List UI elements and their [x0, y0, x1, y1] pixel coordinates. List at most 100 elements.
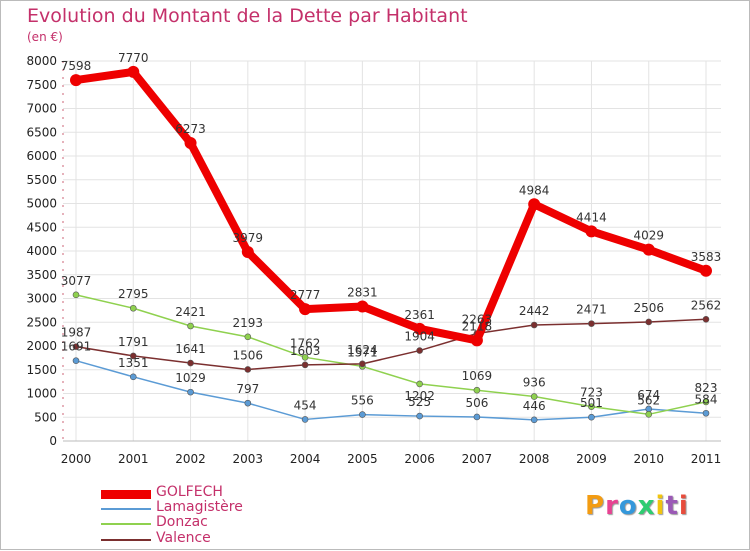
- y-tick-label: 7000: [26, 102, 57, 116]
- data-point: [129, 304, 137, 312]
- data-label: 1641: [175, 342, 206, 356]
- data-label: 4414: [576, 210, 607, 224]
- x-tick-label: 2002: [175, 452, 206, 466]
- x-tick-label: 2009: [576, 452, 607, 466]
- data-label: 2562: [691, 298, 722, 312]
- y-tick-label: 5000: [26, 197, 57, 211]
- data-label: 674: [637, 388, 660, 402]
- data-label: 3583: [691, 250, 722, 264]
- data-point: [528, 198, 541, 211]
- x-tick-label: 2001: [118, 452, 149, 466]
- data-label: 1624: [347, 343, 378, 357]
- y-tick-label: 4500: [26, 220, 57, 234]
- x-tick-label: 2004: [290, 452, 321, 466]
- data-label: 797: [236, 382, 259, 396]
- y-tick-label: 3000: [26, 292, 57, 306]
- data-label: 501: [580, 396, 603, 410]
- x-tick-label: 2003: [233, 452, 264, 466]
- data-label: 1791: [118, 335, 149, 349]
- x-tick-label: 2010: [633, 452, 664, 466]
- y-tick-label: 7500: [26, 78, 57, 92]
- data-label: 2471: [576, 303, 607, 317]
- data-label: 584: [695, 392, 718, 406]
- data-point: [359, 411, 366, 418]
- data-point: [416, 347, 423, 354]
- x-tick-label: 2006: [404, 452, 435, 466]
- data-point: [588, 403, 595, 410]
- chart-subtitle: (en €): [27, 30, 63, 44]
- data-label: 2442: [519, 304, 550, 318]
- data-label: 1571: [347, 345, 378, 359]
- legend-label: Lamagistère: [156, 499, 243, 515]
- data-label: 2193: [233, 316, 264, 330]
- data-label: 454: [294, 398, 317, 412]
- data-label: 1202: [404, 389, 435, 403]
- data-point: [470, 334, 483, 347]
- data-point: [645, 318, 653, 326]
- data-label: 446: [523, 399, 546, 413]
- data-point: [356, 300, 369, 313]
- legend-swatch: [101, 508, 151, 510]
- data-point: [72, 343, 80, 350]
- data-label: 3979: [233, 231, 264, 245]
- data-label: 2421: [175, 305, 206, 319]
- y-tick-label: 8000: [26, 54, 57, 68]
- data-label: 4984: [519, 183, 550, 197]
- data-point: [645, 411, 653, 418]
- data-point: [642, 243, 655, 256]
- data-point: [244, 366, 252, 373]
- x-tick-label: 2011: [691, 452, 722, 466]
- y-tick-label: 6500: [26, 125, 57, 139]
- data-point: [473, 386, 481, 394]
- data-label: 1069: [462, 369, 493, 383]
- series-line-golfech: [75, 67, 708, 345]
- data-point: [301, 416, 309, 423]
- legend-swatch: [101, 489, 151, 499]
- data-label: 936: [523, 376, 546, 390]
- y-tick-label: 1000: [26, 387, 57, 401]
- data-point: [530, 393, 538, 400]
- x-tick-label: 2005: [347, 452, 378, 466]
- data-point: [129, 352, 137, 360]
- legend-label: Donzac: [156, 514, 208, 530]
- data-label: 2263: [462, 313, 493, 327]
- data-point: [416, 412, 423, 420]
- data-point: [413, 322, 426, 335]
- data-point: [244, 333, 252, 341]
- data-point: [72, 357, 80, 364]
- x-tick-label: 2007: [462, 452, 493, 466]
- data-point: [702, 316, 710, 323]
- data-point: [585, 225, 598, 238]
- data-point: [359, 360, 366, 368]
- legend-label: GOLFECH: [156, 484, 223, 500]
- data-point: [702, 409, 710, 417]
- data-point: [588, 320, 595, 327]
- y-tick-label: 4000: [26, 244, 57, 258]
- data-point: [301, 354, 309, 361]
- series-line-lamagistère: [75, 359, 707, 421]
- y-tick-label: 2500: [26, 315, 57, 329]
- data-point: [702, 398, 710, 406]
- data-point: [244, 399, 252, 407]
- data-label: 525: [408, 395, 431, 409]
- data-point: [187, 322, 194, 330]
- data-label: 7770: [118, 51, 149, 65]
- data-label: 823: [695, 381, 718, 395]
- data-label: 2795: [118, 287, 149, 301]
- data-point: [301, 361, 309, 369]
- data-label: 1029: [175, 371, 206, 385]
- data-point: [127, 65, 140, 78]
- data-point: [241, 245, 254, 258]
- data-label: 2118: [462, 319, 493, 333]
- data-label: 1351: [118, 356, 149, 370]
- x-tick-label: 2000: [61, 452, 92, 466]
- data-label: 3077: [61, 274, 92, 288]
- data-label: 723: [580, 386, 603, 400]
- data-point: [588, 413, 595, 421]
- chart-title: Evolution du Montant de la Dette par Hab…: [27, 5, 468, 27]
- y-tick-label: 1500: [26, 363, 57, 377]
- data-point: [416, 380, 423, 388]
- data-point: [70, 74, 82, 87]
- data-point: [299, 303, 312, 316]
